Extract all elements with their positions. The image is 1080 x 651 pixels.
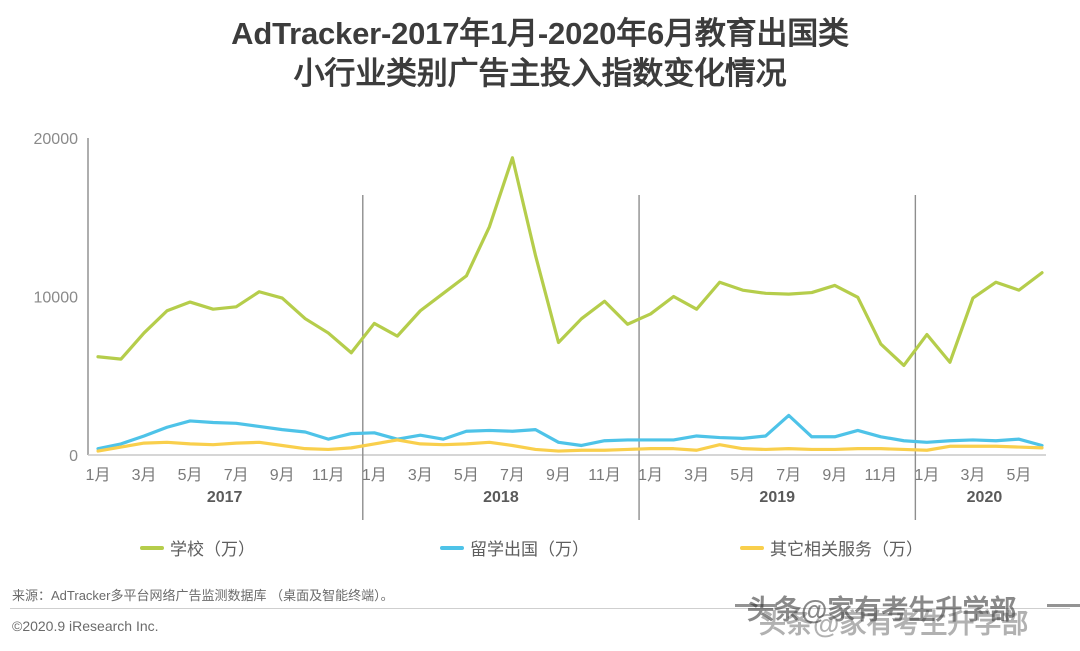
legend-color-swatch-school <box>140 545 164 550</box>
x-axis-ticks: 1月 3月 5月 7月 9月 11月 1月 3月 5月 7月 9月 11月 1月 3月 5月 7月 9月 11月 1… <box>86 467 1032 484</box>
y-axis-ticks: 0 10000 20000 <box>34 131 79 465</box>
legend-label-study-abroad: 留学出国（万） <box>470 540 589 559</box>
chart-title: AdTracker-2017年1月-2020年6月教育出国类 小行业类别广告主投… <box>0 14 1080 94</box>
year-separator-lines <box>362 195 917 520</box>
x-axis-tick-label: 3月 <box>960 467 985 484</box>
footer-divider <box>10 608 1070 609</box>
footer-copyright-text: ©2020.9 iResearch Inc. <box>12 618 159 634</box>
footer-source-text: 来源：AdTracker多平台网络广告监测数据库 （桌面及智能终端）。 <box>12 588 394 603</box>
y-axis-tick-label: 20000 <box>34 131 79 148</box>
year-label-2019: 2019 <box>759 489 795 506</box>
year-label-2018: 2018 <box>483 489 519 506</box>
chart-plot-area: 0 10000 20000 1月 3月 5月 7月 9月 11月 1月 3月 5月 7月 9月 11月 1月… <box>0 118 1080 528</box>
chart-legend: 学校（万） 留学出国（万） 其它相关服务（万） <box>0 533 1080 563</box>
watermark: 头条@家有考生升学部 头条@家有考生升学部 <box>735 588 1080 648</box>
legend-color-swatch-study-abroad <box>440 545 464 550</box>
legend-label-other-services: 其它相关服务（万） <box>770 540 923 559</box>
legend-item-school[interactable]: 学校（万） <box>140 535 255 560</box>
series-line-2 <box>96 438 1044 453</box>
x-axis-tick-label: 11月 <box>588 467 621 484</box>
year-label-2017: 2017 <box>207 489 243 506</box>
y-axis-tick-label: 0 <box>69 448 78 465</box>
x-axis-tick-label: 9月 <box>822 467 847 484</box>
legend-color-swatch-other-services <box>740 545 764 550</box>
legend-item-other-services[interactable]: 其它相关服务（万） <box>740 535 923 560</box>
x-axis-tick-label: 7月 <box>776 467 801 484</box>
legend-label-school: 学校（万） <box>170 540 255 559</box>
year-label-2020: 2020 <box>967 489 1003 506</box>
watermark-rule-right <box>1047 604 1080 607</box>
x-axis-tick-label: 7月 <box>500 467 525 484</box>
series-line-1 <box>96 413 1044 451</box>
x-axis-tick-label: 1月 <box>362 467 387 484</box>
series-lines <box>96 156 1044 453</box>
x-axis-year-labels: 2017 2018 2019 2020 <box>207 489 1003 506</box>
x-axis-tick-label: 1月 <box>86 467 111 484</box>
x-axis-tick-label: 9月 <box>546 467 571 484</box>
y-axis-tick-label: 10000 <box>34 290 79 307</box>
chart-title-line-1: AdTracker-2017年1月-2020年6月教育出国类 <box>231 16 849 51</box>
x-axis-tick-label: 11月 <box>312 467 345 484</box>
watermark-rule-left <box>735 604 777 607</box>
x-axis-tick-label: 5月 <box>454 467 479 484</box>
chart-title-line-2: 小行业类别广告主投入指数变化情况 <box>293 56 787 91</box>
x-axis-tick-label: 9月 <box>270 467 295 484</box>
x-axis-tick-label: 5月 <box>730 467 755 484</box>
x-axis-tick-label: 3月 <box>132 467 157 484</box>
x-axis-tick-label: 5月 <box>178 467 203 484</box>
x-axis-tick-label: 7月 <box>224 467 249 484</box>
series-line-0 <box>96 156 1044 368</box>
x-axis-tick-label: 5月 <box>1007 467 1032 484</box>
x-axis-tick-label: 1月 <box>638 467 663 484</box>
x-axis-tick-label: 3月 <box>684 467 709 484</box>
x-axis-tick-label: 11月 <box>865 467 898 484</box>
x-axis-tick-label: 1月 <box>914 467 939 484</box>
legend-item-study-abroad[interactable]: 留学出国（万） <box>440 535 589 560</box>
x-axis-tick-label: 3月 <box>408 467 433 484</box>
